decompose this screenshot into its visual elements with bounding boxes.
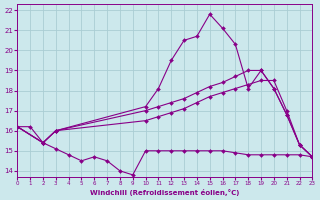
X-axis label: Windchill (Refroidissement éolien,°C): Windchill (Refroidissement éolien,°C) — [90, 189, 240, 196]
